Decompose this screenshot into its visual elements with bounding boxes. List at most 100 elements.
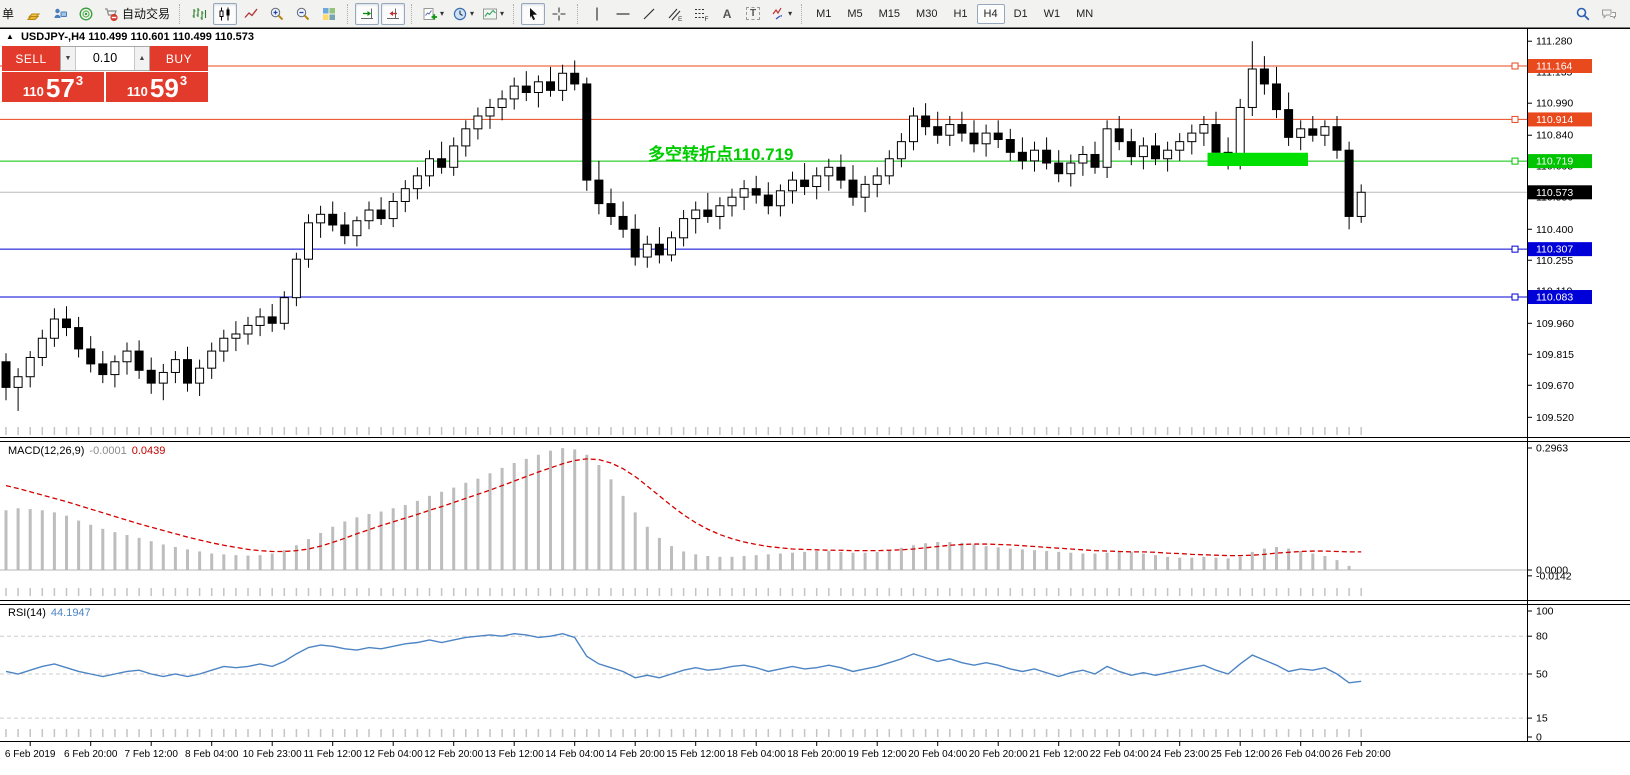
person-computer-icon <box>54 8 67 18</box>
radar-icon <box>79 7 93 20</box>
svg-text:110.400: 110.400 <box>1536 224 1573 236</box>
toolbar-separator <box>513 3 515 24</box>
chat-button[interactable] <box>1597 3 1621 25</box>
symbol-name: USDJPY-,H4 <box>20 31 86 43</box>
toolbar-separator <box>801 3 803 24</box>
svg-text:109.960: 109.960 <box>1536 318 1574 330</box>
signals-button[interactable] <box>74 3 98 25</box>
svg-text:11 Feb 12:00: 11 Feb 12:00 <box>304 749 363 760</box>
templates-button[interactable]: ▾ <box>479 3 507 25</box>
text-label-button[interactable]: T <box>741 3 765 25</box>
tab-timeframe-h4[interactable]: H4 <box>976 3 1005 24</box>
equidistant-channel-button[interactable]: E <box>663 3 687 25</box>
text-button[interactable]: A <box>715 3 739 25</box>
macd-main-value: -0.0001 <box>89 445 127 457</box>
svg-text:14 Feb 20:00: 14 Feb 20:00 <box>606 749 665 760</box>
community-button[interactable] <box>48 3 72 25</box>
bar-chart-button[interactable] <box>187 3 211 25</box>
channel-icon: E <box>668 8 683 22</box>
vertical-line-button[interactable] <box>585 3 609 25</box>
svg-text:110.083: 110.083 <box>1536 292 1573 304</box>
svg-text:110.573: 110.573 <box>1536 187 1573 199</box>
svg-text:12 Feb 20:00: 12 Feb 20:00 <box>424 749 483 760</box>
cursor-icon <box>530 7 538 20</box>
timeframe-toolbar: M1 M5 M15 M30 H1 H4 D1 W1 MN <box>808 3 1101 24</box>
search-button[interactable] <box>1571 3 1595 25</box>
sell-price-sup: 3 <box>75 73 84 88</box>
tab-timeframe-m1[interactable]: M1 <box>816 7 832 20</box>
svg-text:19 Feb 12:00: 19 Feb 12:00 <box>848 749 907 760</box>
svg-text:25 Feb 12:00: 25 Feb 12:00 <box>1211 749 1270 760</box>
toolbar-right-group <box>1570 3 1630 25</box>
svg-text:110.719: 110.719 <box>1536 156 1573 168</box>
periods-button[interactable]: ▾ <box>449 3 477 25</box>
svg-text:E: E <box>678 16 683 22</box>
auto-scroll-button[interactable] <box>355 2 380 25</box>
tab-timeframe-m5[interactable]: M5 <box>847 7 863 20</box>
volume-box: ▼ 0.10 ▲ <box>60 46 150 71</box>
arrows-button[interactable]: ▾ <box>767 3 795 25</box>
vertical-line-icon <box>596 7 598 20</box>
svg-text:110.990: 110.990 <box>1536 98 1573 110</box>
tab-timeframe-h1[interactable]: H1 <box>953 7 968 20</box>
market-button[interactable] <box>22 3 46 25</box>
indicators-button[interactable]: ▾ <box>419 3 447 25</box>
svg-text:6 Feb 20:00: 6 Feb 20:00 <box>64 749 118 760</box>
sell-price-big: 57 <box>45 73 75 104</box>
chart-shift-icon <box>387 8 400 19</box>
main-toolbar: 单 自动交易 ▾ ▾ <box>0 0 1630 28</box>
sell-button[interactable]: SELL <box>2 46 60 71</box>
macd-signal-value: 0.0439 <box>131 445 166 457</box>
trendline-button[interactable] <box>637 3 661 25</box>
volume-input[interactable]: 0.10 <box>92 51 118 65</box>
search-icon <box>1576 7 1590 20</box>
line-chart-icon <box>244 8 258 18</box>
new-order-label: 单 <box>1 7 14 21</box>
svg-text:26 Feb 20:00: 26 Feb 20:00 <box>1332 749 1391 760</box>
new-order-button[interactable]: 单 <box>0 3 20 25</box>
autotrading-label: 自动交易 <box>122 7 171 21</box>
autotrading-button[interactable]: 自动交易 <box>100 3 173 25</box>
tab-timeframe-mn[interactable]: MN <box>1076 7 1094 20</box>
tab-timeframe-d1[interactable]: D1 <box>1013 7 1028 20</box>
svg-text:12 Feb 04:00: 12 Feb 04:00 <box>364 749 423 760</box>
toolbar-separator <box>179 3 181 24</box>
chart-annotation: 多空转折点110.719 <box>648 145 794 164</box>
autotrading-icon <box>105 7 118 21</box>
svg-text:7 Feb 12:00: 7 Feb 12:00 <box>125 749 179 760</box>
tab-timeframe-m30[interactable]: M30 <box>916 7 938 20</box>
zoom-in-button[interactable] <box>265 3 289 25</box>
svg-text:110.307: 110.307 <box>1536 244 1573 256</box>
chat-icon <box>1602 9 1616 19</box>
buy-price-display[interactable]: 110 59 3 <box>106 72 208 102</box>
tile-windows-button[interactable] <box>317 3 341 25</box>
sell-price-prefix: 110 <box>22 83 44 99</box>
line-chart-button[interactable] <box>239 3 263 25</box>
chart-shift-button[interactable] <box>381 2 406 25</box>
toolbar-separator <box>411 3 413 24</box>
svg-text:10 Feb 23:00: 10 Feb 23:00 <box>243 749 302 760</box>
volume-decrease-button[interactable]: ▼ <box>61 47 76 70</box>
tab-timeframe-w1[interactable]: W1 <box>1043 7 1061 20</box>
cursor-button[interactable] <box>521 2 546 25</box>
candlestick-chart-button[interactable] <box>213 2 238 25</box>
rsi-name: RSI(14) <box>8 607 46 619</box>
fibonacci-button[interactable]: F <box>689 3 713 25</box>
tab-timeframe-m15[interactable]: M15 <box>878 7 901 20</box>
sell-price-display[interactable]: 110 57 3 <box>2 72 104 102</box>
collapse-arrow-icon[interactable]: ▲ <box>6 32 14 41</box>
svg-text:111.164: 111.164 <box>1536 61 1573 73</box>
volume-increase-button[interactable]: ▲ <box>134 47 149 70</box>
zoom-out-button[interactable] <box>291 3 315 25</box>
clock-icon <box>453 7 467 20</box>
buy-price-sup: 3 <box>179 73 188 88</box>
crosshair-button[interactable] <box>547 3 571 25</box>
svg-text:109.670: 109.670 <box>1536 380 1574 392</box>
svg-text:-0.0142: -0.0142 <box>1536 570 1572 582</box>
one-click-trading-panel: SELL ▼ 0.10 ▲ BUY 110 57 3 110 59 3 <box>2 46 208 102</box>
svg-text:111.280: 111.280 <box>1536 36 1573 48</box>
buy-button[interactable]: BUY <box>150 46 208 71</box>
horizontal-line-button[interactable] <box>611 3 635 25</box>
svg-text:20 Feb 20:00: 20 Feb 20:00 <box>969 749 1028 760</box>
